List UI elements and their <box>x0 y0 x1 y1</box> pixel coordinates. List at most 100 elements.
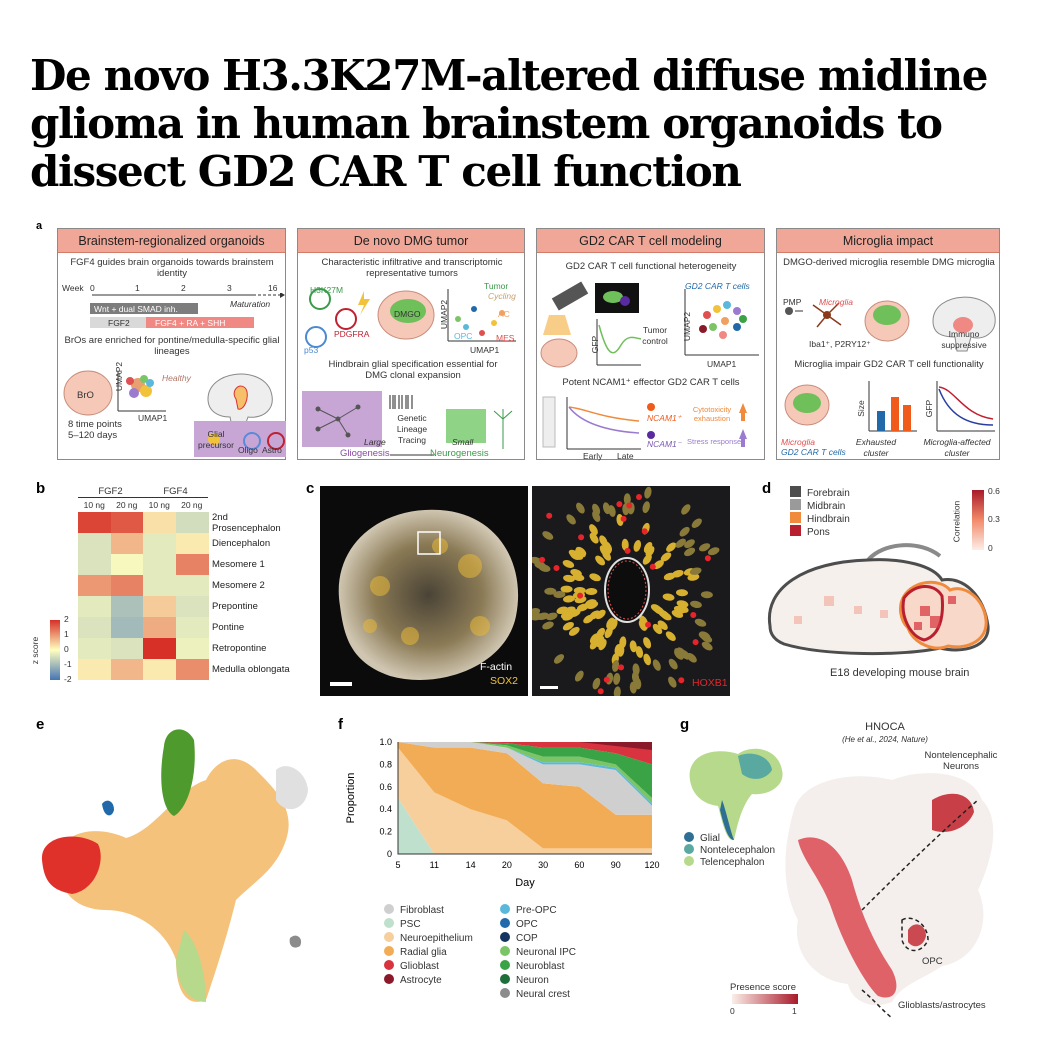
heatmap-cell <box>78 659 111 680</box>
stain-hoxb1: HOXB1 <box>692 677 728 689</box>
nucleus <box>691 518 702 528</box>
heatmap-cell <box>143 659 176 680</box>
astro-label: Astro <box>262 445 282 455</box>
presence-colorbar <box>732 994 798 1004</box>
heatmap-cell <box>175 554 209 575</box>
nucleus <box>707 547 720 556</box>
nucleus <box>563 574 575 583</box>
nucleus <box>589 524 598 536</box>
legend-label: Astrocyte <box>400 975 442 986</box>
paper-title: De novo H3.3K27M-altered diffuse midline… <box>30 52 1030 196</box>
mouse-brain-caption: E18 developing mouse brain <box>830 667 970 679</box>
timeline-graphic <box>90 293 285 328</box>
nucleus <box>532 556 542 565</box>
hoxb1-cell <box>641 528 648 535</box>
ncam-schematic <box>542 396 747 450</box>
legend-swatch <box>500 918 510 928</box>
stress-label: Stress response <box>687 437 742 446</box>
nucleus <box>532 608 541 616</box>
nucleus <box>595 636 605 647</box>
days-range: 5–120 days <box>68 430 118 441</box>
nucleus <box>633 540 642 552</box>
nucleus <box>673 605 686 614</box>
legend-swatch <box>384 960 394 970</box>
enriched-text: BrOs are enriched for pontine/medulla-sp… <box>64 335 280 357</box>
umap-panel-e <box>41 729 308 1002</box>
immuno-label: Immuno suppressive <box>941 329 987 350</box>
box-subtitle: Characteristic infiltrative and transcri… <box>321 257 503 279</box>
microglia-label: Microglia <box>819 297 854 307</box>
legend-label: COP <box>516 933 538 944</box>
heatmap-col-label: 20 ng <box>181 500 203 510</box>
maturation-label: Maturation <box>230 299 271 309</box>
week-2: 2 <box>181 283 186 293</box>
nucleus <box>701 641 713 651</box>
nucleus <box>681 504 691 515</box>
y-tick-label: 0.2 <box>379 827 392 837</box>
nucleus <box>614 643 622 656</box>
y-tick-label: 0.6 <box>379 782 392 792</box>
hindbrain-swatch <box>790 512 801 523</box>
heatmap-row-label: Prepontine <box>212 601 258 612</box>
corr-tick-low: 0 <box>988 543 993 553</box>
nucleus <box>562 560 575 568</box>
hoxb1-cell <box>624 547 631 554</box>
presence-max: 1 <box>792 1006 797 1016</box>
nucleus <box>589 532 599 544</box>
midbrain-swatch <box>790 499 801 510</box>
hoxb1-cell <box>645 621 652 628</box>
nucleus <box>568 626 580 636</box>
nucleus <box>592 503 601 516</box>
nucleus <box>566 514 576 525</box>
nucleus <box>572 573 585 581</box>
nucleus <box>652 623 663 635</box>
bar-wnt: Wnt + dual SMAD inh. <box>94 304 178 314</box>
week-16: 16 <box>268 283 278 293</box>
hnoca-title: HNOCA <box>865 721 905 733</box>
legend-label: Neuronal IPC <box>516 947 577 958</box>
heatmap-row-label: Retropontine <box>212 643 267 654</box>
glial-precursor-label: Glial precursor <box>198 429 234 450</box>
oligo-label: Oligo <box>238 445 258 455</box>
legend-item: Neuron <box>500 974 549 987</box>
mouse-brain-map <box>767 543 990 656</box>
area-axes <box>397 742 652 855</box>
nucleus <box>668 676 677 688</box>
heatmap-cell <box>175 638 209 659</box>
forebrain-swatch <box>790 486 801 497</box>
umap2-label: UMAP2 <box>682 311 693 342</box>
region-legend: Forebrain Midbrain Hindbrain Pons <box>790 486 910 546</box>
hoxb1-cell <box>553 565 560 571</box>
tel-swatch <box>684 856 694 866</box>
hoxb1-cell <box>704 555 711 562</box>
legend-item: Radial glia <box>384 946 447 959</box>
neurogenesis-label: Neurogenesis <box>430 448 489 459</box>
late-label: Late <box>617 451 634 461</box>
nucleus <box>671 569 684 578</box>
hoxb1-cell <box>692 639 699 646</box>
nucleus <box>629 640 637 653</box>
legend-swatch <box>384 918 394 928</box>
nucleus <box>623 493 631 506</box>
legend-swatch <box>500 988 510 998</box>
area-series-neuroepithelium <box>398 747 652 854</box>
legend-item: Neuroepithelium <box>384 932 473 945</box>
zscore-tick: -1 <box>64 659 72 669</box>
potent-text: Potent NCAM1⁺ effector GD2 CAR T cells <box>562 377 740 388</box>
zscore-tick: 0 <box>64 644 69 654</box>
nucleus <box>684 539 695 549</box>
bar-fgf4: FGF4 + RA + SHH <box>155 318 226 328</box>
hoxb1-cell <box>597 688 604 695</box>
nucleus <box>608 505 616 517</box>
y-tick-label: 1.0 <box>379 737 392 747</box>
heatmap-row-label: Mesomere 2 <box>212 580 265 591</box>
microscopy-image-left: F-actin SOX2 <box>320 486 528 696</box>
legend-label: Neuroblast <box>516 961 565 972</box>
heatmap-cell <box>110 533 144 554</box>
nucleus <box>689 567 702 575</box>
legend-swatch <box>500 974 510 984</box>
nucleus <box>603 541 613 553</box>
heatmap-col-label: 20 ng <box>116 500 138 510</box>
nucleus <box>545 612 558 621</box>
legend-midbrain: Midbrain <box>790 499 845 513</box>
